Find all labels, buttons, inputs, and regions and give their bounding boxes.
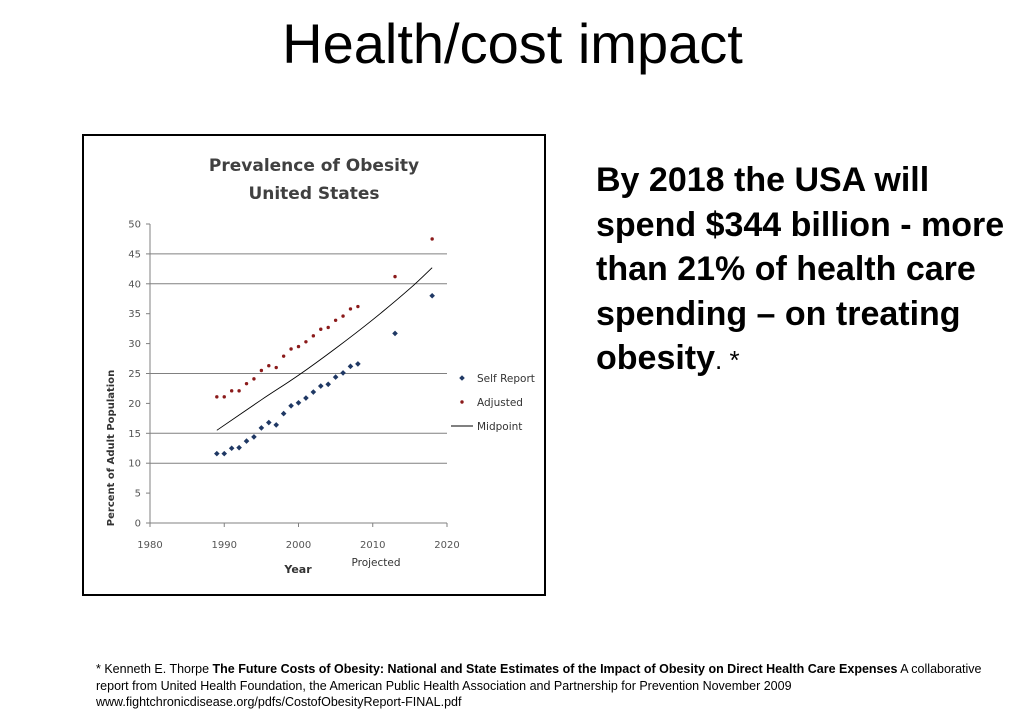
point-self-report-2008 bbox=[355, 361, 361, 367]
point-adjusted-2007 bbox=[348, 307, 353, 311]
point-adjusted-1999 bbox=[289, 347, 293, 351]
obesity-chart: Prevalence of Obesity United States 0 5 10… bbox=[106, 156, 535, 576]
y-tick-label-15: 15 bbox=[128, 429, 141, 440]
x-tick-label-2010: 2010 bbox=[360, 540, 385, 551]
footnote-description: A collaborative report from United Healt… bbox=[96, 662, 982, 693]
x-tick-label-1990: 1990 bbox=[212, 540, 237, 551]
slide-title: Health/cost impact bbox=[282, 12, 743, 75]
point-adjusted-2002 bbox=[311, 334, 316, 338]
point-self-report-2002 bbox=[310, 389, 317, 395]
point-adjusted-1998 bbox=[281, 354, 286, 358]
point-self-report-1991 bbox=[228, 445, 235, 452]
legend-self-report-swatch bbox=[459, 375, 465, 381]
legend-midpoint-label: Midpoint bbox=[477, 421, 522, 433]
cost-statement: By 2018 the USA will spend $344 billion … bbox=[596, 158, 1016, 383]
point-self-report-1997 bbox=[273, 422, 280, 428]
footnote-url: www.fightchronicdisease.org/pdfs/CostofO… bbox=[96, 695, 462, 709]
point-self-report-1990 bbox=[221, 450, 228, 457]
point-self-report-2003 bbox=[317, 383, 324, 389]
y-axis-label: Percent of Adult Population bbox=[106, 370, 117, 526]
point-self-report-1992 bbox=[236, 444, 242, 451]
point-self-report-2006 bbox=[340, 370, 346, 376]
point-self-report-2004 bbox=[325, 381, 331, 388]
point-adjusted-2003 bbox=[319, 327, 323, 331]
x-tick-label-2020: 2020 bbox=[434, 540, 459, 551]
point-self-report-1994 bbox=[251, 434, 257, 440]
y-tick-label-35: 35 bbox=[128, 309, 141, 320]
point-self-report-2007 bbox=[347, 363, 354, 370]
point-self-report-2001 bbox=[303, 395, 309, 401]
point-adjusted-1992 bbox=[237, 389, 241, 393]
point-self-report-1999 bbox=[288, 402, 294, 409]
grid-layer bbox=[150, 253, 447, 464]
axis-layer: 0 5 10 15 20 25 30 35 40 45 50 1980 1990 2000 2010 2020 bbox=[128, 220, 459, 552]
point-self-report-1998 bbox=[280, 410, 287, 417]
point-self-report-1995 bbox=[258, 425, 265, 431]
x-axis-annotation: Projected bbox=[351, 557, 400, 569]
point-adjusted-2005 bbox=[333, 318, 338, 322]
x-tick-label-2000: 2000 bbox=[286, 540, 311, 551]
y-tick-label-45: 45 bbox=[128, 249, 141, 260]
chart-subtitle: United States bbox=[248, 184, 379, 204]
point-adjusted-1997 bbox=[274, 365, 278, 370]
y-tick-label-20: 20 bbox=[128, 399, 141, 410]
point-adjusted-1990 bbox=[222, 395, 226, 399]
point-self-report-1993 bbox=[243, 438, 250, 444]
point-adjusted-2006 bbox=[341, 314, 345, 318]
point-adjusted-2004 bbox=[326, 325, 330, 330]
point-adjusted-1995 bbox=[259, 368, 264, 373]
point-adjusted-2013 bbox=[393, 274, 397, 279]
legend-adjusted-label: Adjusted bbox=[477, 397, 523, 409]
legend-self-report-label: Self Report bbox=[477, 373, 535, 385]
point-self-report-2013 bbox=[392, 330, 398, 337]
point-adjusted-2000 bbox=[296, 344, 301, 349]
y-tick-label-0: 0 bbox=[135, 519, 141, 530]
point-self-report-1996 bbox=[266, 419, 272, 426]
point-self-report-2000 bbox=[295, 400, 302, 406]
point-adjusted-1989 bbox=[215, 395, 219, 399]
y-tick-label-30: 30 bbox=[128, 339, 141, 350]
point-self-report-2018 bbox=[429, 292, 435, 299]
x-axis-label: Year bbox=[283, 563, 312, 576]
y-tick-label-5: 5 bbox=[135, 489, 141, 500]
cost-statement-footnote-marker: . * bbox=[715, 345, 740, 375]
y-tick-label-10: 10 bbox=[128, 459, 141, 470]
cost-statement-text: By 2018 the USA will spend $344 billion … bbox=[596, 161, 1005, 377]
x-tick-label-1980: 1980 bbox=[137, 540, 162, 551]
footnote-report-title: The Future Costs of Obesity: National an… bbox=[212, 662, 898, 676]
point-adjusted-2018 bbox=[430, 237, 434, 241]
point-adjusted-1996 bbox=[267, 364, 271, 368]
legend-adjusted-swatch bbox=[460, 400, 464, 404]
footnote: * Kenneth E. Thorpe The Future Costs of … bbox=[96, 661, 1016, 711]
point-adjusted-1993 bbox=[244, 381, 249, 386]
point-adjusted-2001 bbox=[304, 340, 308, 344]
point-self-report-2005 bbox=[332, 374, 339, 380]
chart-frame: Prevalence of Obesity United States 0 5 10… bbox=[82, 134, 546, 596]
y-tick-label-50: 50 bbox=[128, 220, 141, 231]
y-tick-label-25: 25 bbox=[128, 369, 141, 380]
point-adjusted-1994 bbox=[252, 377, 256, 381]
point-self-report-1989 bbox=[214, 450, 220, 457]
footnote-author: * Kenneth E. Thorpe bbox=[96, 662, 213, 676]
chart-title: Prevalence of Obesity bbox=[209, 156, 419, 176]
series-layer bbox=[214, 237, 435, 457]
point-adjusted-1991 bbox=[229, 389, 234, 393]
series-midpoint-line bbox=[216, 267, 433, 431]
legend: Self Report Adjusted Midpoint bbox=[451, 373, 535, 433]
y-tick-label-40: 40 bbox=[128, 279, 141, 290]
point-adjusted-2008 bbox=[356, 304, 360, 309]
